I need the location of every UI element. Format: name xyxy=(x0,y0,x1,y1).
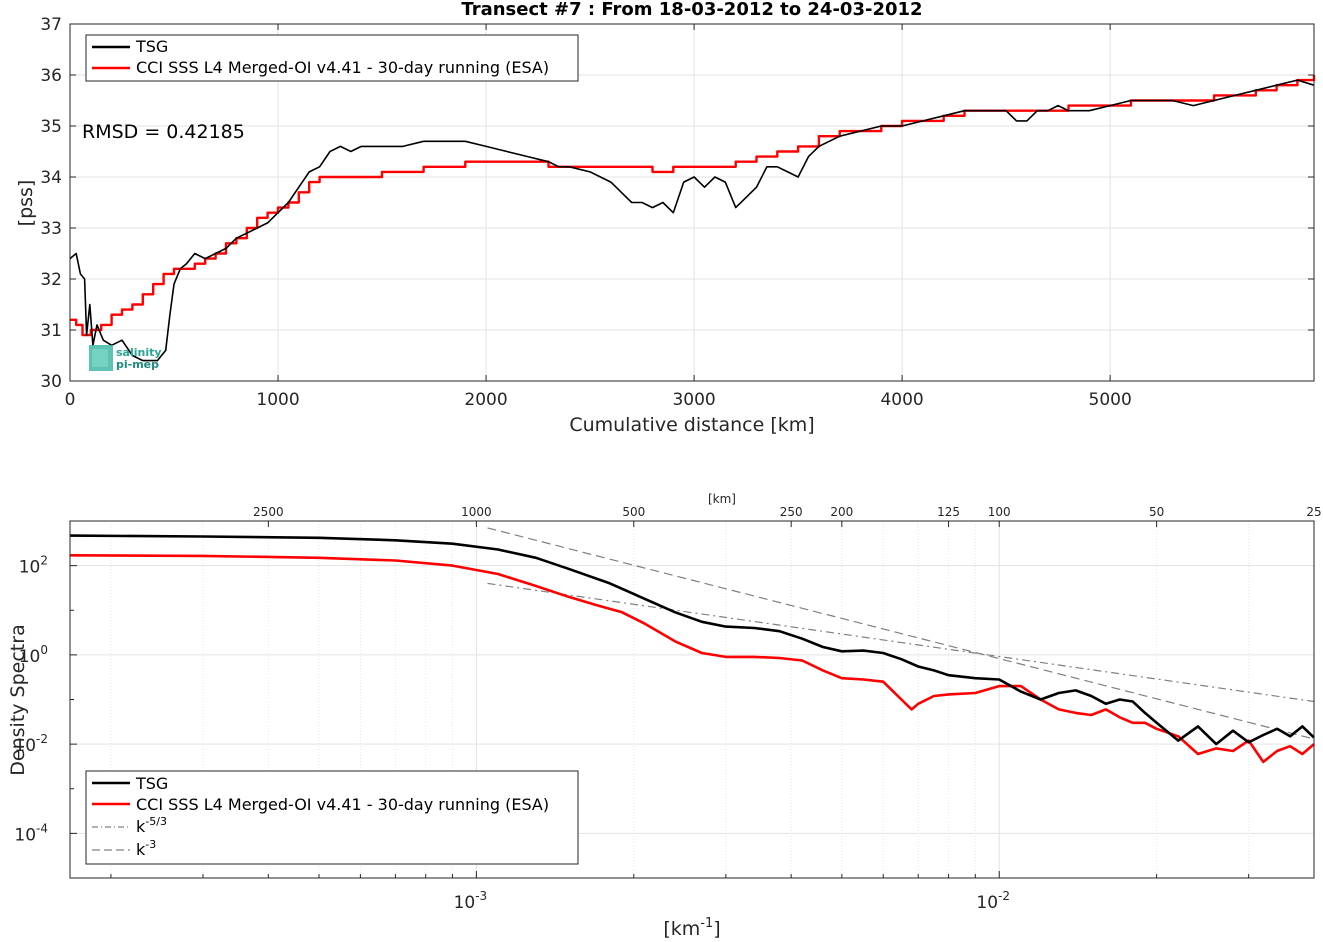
y-tick-label-exp: -2 xyxy=(36,732,48,746)
y-tick-label-base: 10 xyxy=(19,558,41,578)
top-tick-label: 125 xyxy=(937,505,960,519)
y-tick-label: 30 xyxy=(40,372,62,392)
top-tick-label: 1000 xyxy=(461,505,492,519)
salinity-pi-mep-logo: salinity pi-mep xyxy=(89,345,162,371)
top-tick-label: 200 xyxy=(830,505,853,519)
legend-k3-base: k xyxy=(136,840,146,859)
y-tick-label: 32 xyxy=(40,270,62,290)
y-tick-label: 102 xyxy=(19,554,48,578)
legend-k53-base: k xyxy=(136,817,146,836)
x-axis-label-base: [km xyxy=(663,918,700,940)
top-tick-label: 2500 xyxy=(253,505,284,519)
x-tick-label: 10-2 xyxy=(976,889,1010,913)
x-tick-label: 1000 xyxy=(256,390,299,410)
legend-label-cci: CCI SSS L4 Merged-OI v4.41 - 30-day runn… xyxy=(136,795,549,814)
x-axis-label-close: ] xyxy=(713,918,720,940)
y-tick-label: 34 xyxy=(40,168,62,188)
top-tick-label: 25 xyxy=(1306,505,1321,519)
legend-k3-exp: -3 xyxy=(145,838,156,851)
top-axis-label: [km] xyxy=(708,492,736,506)
x-tick-label: 4000 xyxy=(880,390,923,410)
x-axis-label: Cumulative distance [km] xyxy=(569,414,814,436)
y-tick-label: 33 xyxy=(40,219,62,239)
y-tick-label: 36 xyxy=(40,66,62,86)
x-tick-label: 2000 xyxy=(464,390,507,410)
y-tick-label: 31 xyxy=(40,321,62,341)
logo-text-pimep: pi-mep xyxy=(116,358,159,371)
legend-label-cci: CCI SSS L4 Merged-OI v4.41 - 30-day runn… xyxy=(136,58,549,77)
x-axis-label: [km-1] xyxy=(663,916,720,940)
series-line-k53 xyxy=(487,582,1315,703)
legend-box xyxy=(85,34,579,82)
legend-label-k53: k-5/3 xyxy=(136,815,167,836)
axis-ticks: 0 1000 2000 3000 4000 5000 30 31 32 33 34 35 36 37 xyxy=(40,15,1314,410)
x-axis-label-exp: -1 xyxy=(700,916,713,931)
top-tick-label: 250 xyxy=(780,505,803,519)
x-tick-label: 0 xyxy=(65,390,76,410)
x-tick-label: 10-3 xyxy=(454,889,488,913)
svg-text:[km-1]: [km-1] xyxy=(663,916,720,940)
legend-label-k3: k-3 xyxy=(136,838,156,859)
legend: TSG CCI SSS L4 Merged-OI v4.41 - 30-day … xyxy=(85,34,579,82)
legend-label-tsg: TSG xyxy=(135,774,168,793)
y-axis-label: [pss] xyxy=(15,180,37,227)
series-line-tsg xyxy=(69,534,1315,746)
legend: TSG CCI SSS L4 Merged-OI v4.41 - 30-day … xyxy=(85,770,579,865)
chart-title: Transect #7 : From 18-03-2012 to 24-03-2… xyxy=(461,0,922,20)
series-lines xyxy=(69,75,1316,362)
x-tick-label-base: 10 xyxy=(976,893,998,913)
top-tick-label: 500 xyxy=(622,505,645,519)
series-lines xyxy=(69,527,1315,764)
x-tick-label-exp: -2 xyxy=(998,889,1010,903)
rmsd-annotation: RMSD = 0.42185 xyxy=(82,121,245,143)
y-tick-label: 37 xyxy=(40,15,62,35)
y-tick-label-base: 10 xyxy=(14,825,36,845)
y-tick-label: 35 xyxy=(40,117,62,137)
plot-frame xyxy=(69,23,1315,382)
y-tick-label: 10-2 xyxy=(14,732,48,756)
y-tick-label: 100 xyxy=(19,643,48,667)
x-tick-label: 3000 xyxy=(672,390,715,410)
series-line-cci xyxy=(69,554,1315,764)
y-tick-label: 10-4 xyxy=(14,821,48,845)
y-tick-label-base: 10 xyxy=(14,736,36,756)
y-axis-label: Density Spectra xyxy=(7,624,29,775)
y-tick-label-exp: -4 xyxy=(36,821,48,835)
series-line-cci xyxy=(70,75,1316,337)
y-tick-label-exp: 0 xyxy=(40,643,48,657)
series-line-k3 xyxy=(487,527,1315,740)
top-tick-label: 50 xyxy=(1149,505,1164,519)
x-tick-label-exp: -3 xyxy=(475,889,487,903)
x-tick-label-base: 10 xyxy=(454,893,476,913)
legend-k53-exp: -5/3 xyxy=(145,815,167,828)
top-tick-label: 100 xyxy=(988,505,1011,519)
series-line-tsg xyxy=(69,79,1315,362)
y-tick-label-exp: 2 xyxy=(40,554,48,568)
salinity-transect-chart: Transect #7 : From 18-03-2012 to 24-03-2… xyxy=(15,0,1316,436)
x-tick-label: 5000 xyxy=(1089,390,1132,410)
logo-text-salinity: salinity xyxy=(116,346,162,359)
legend-box xyxy=(85,770,579,865)
legend-label-tsg: TSG xyxy=(135,37,168,56)
y-tick-label-base: 10 xyxy=(19,647,41,667)
